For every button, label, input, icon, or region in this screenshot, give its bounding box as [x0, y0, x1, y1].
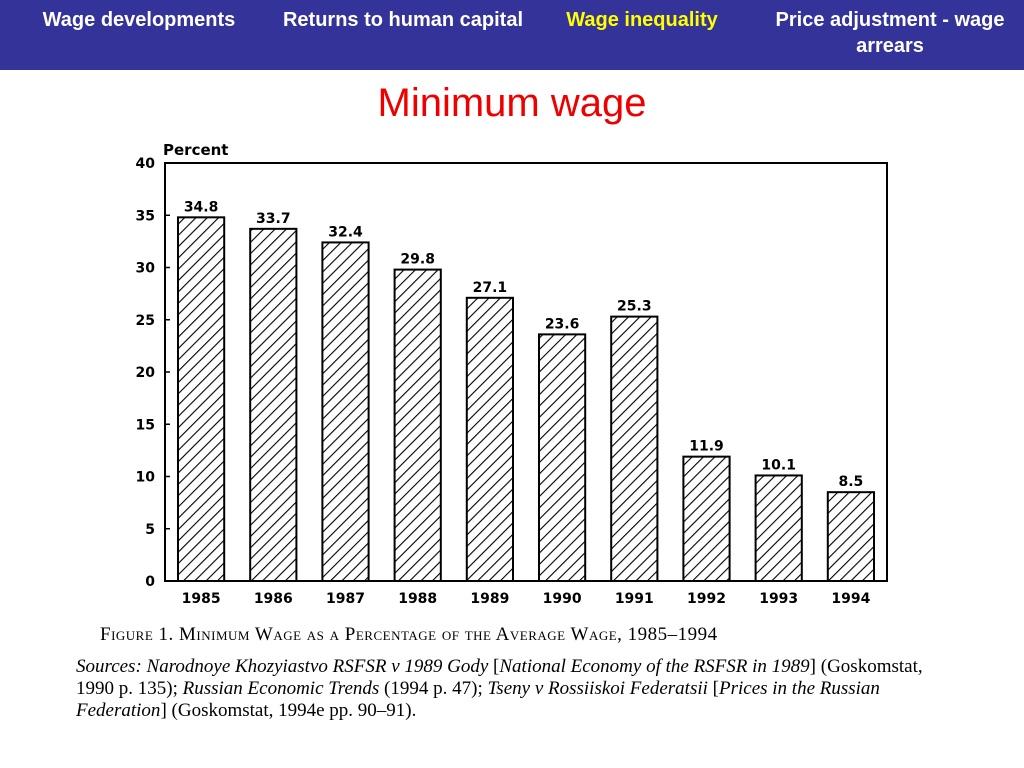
- data-label-1991: 25.3: [617, 299, 652, 315]
- data-label-1994: 8.5: [838, 474, 863, 490]
- bar-1992: [682, 455, 731, 582]
- sources-part-1: Sources: Narodnoye Khozyiastvo RSFSR v 1…: [76, 656, 494, 677]
- y-tick-label: 40: [136, 156, 156, 172]
- y-tick-label: 0: [145, 574, 155, 590]
- x-tick-label-1990: 1990: [543, 591, 582, 607]
- sources-part-10: ] (Goskomstat, 1994e pp. 90–91).: [160, 700, 417, 721]
- slide-title: Minimum wage: [377, 81, 647, 125]
- top-navigation-bar: Wage developments Returns to human capit…: [0, 0, 1024, 70]
- data-label-1993: 10.1: [761, 457, 796, 473]
- y-tick-label: 30: [136, 261, 156, 277]
- sources-part-3: National Economy of the RSFSR in 1989: [499, 656, 810, 677]
- y-tick-label: 35: [136, 208, 155, 224]
- x-tick-label-1991: 1991: [615, 591, 654, 607]
- x-tick-label-1986: 1986: [254, 591, 293, 607]
- x-tick-label-1993: 1993: [759, 591, 798, 607]
- figure-sources: Sources: Narodnoye Khozyiastvo RSFSR v 1…: [76, 656, 956, 722]
- y-tick-label: 15: [136, 417, 155, 433]
- bar-1988: [393, 268, 442, 582]
- sources-part-9: Prices in the Russian Federation: [76, 678, 880, 721]
- bar-1990: [537, 333, 587, 582]
- sources-part-6: (1994 p. 47);: [379, 678, 488, 699]
- x-tick-label-1988: 1988: [398, 591, 437, 607]
- data-label-1986: 33.7: [256, 211, 291, 227]
- figure-caption: Figure 1. Minimum Wage as a Percentage o…: [100, 624, 718, 645]
- nav-item-price-adjustment[interactable]: Price adjustment - wage arrears: [775, 9, 1005, 57]
- data-label-1988: 29.8: [400, 252, 435, 268]
- x-tick-label-1989: 1989: [470, 591, 509, 607]
- y-axis-label: Percent: [163, 141, 228, 159]
- sources-part-2: [: [493, 656, 500, 677]
- x-tick-label-1985: 1985: [182, 591, 221, 607]
- y-tick-label: 5: [145, 522, 155, 538]
- y-tick-label: 20: [136, 365, 156, 381]
- sources-part-4: ] (Goskomstat, 1990 p. 135);: [76, 656, 923, 699]
- x-tick-label-1994: 1994: [831, 591, 870, 607]
- bar-1994: [826, 491, 876, 582]
- data-label-1989: 27.1: [473, 280, 508, 296]
- bar-1985: [176, 216, 226, 582]
- data-label-1992: 11.9: [689, 439, 724, 455]
- data-label-1990: 23.6: [545, 316, 580, 332]
- nav-item-wage-inequality[interactable]: Wage inequality: [566, 9, 718, 31]
- y-tick-label: 10: [136, 470, 156, 486]
- bar-1993: [754, 474, 803, 582]
- x-tick-label-1992: 1992: [687, 591, 726, 607]
- minimum-wage-bar-chart: Percent 0 5 10 15 20 25 30 35 40 34.8 33.7 32.4 29.…: [136, 141, 888, 607]
- bar-1991: [610, 315, 659, 583]
- bar-1987: [321, 241, 370, 582]
- x-tick-label-1987: 1987: [326, 591, 365, 607]
- sources-part-7: Tseny v Rossiiskoi Federatsii: [487, 678, 713, 699]
- sources-part-5: Russian Economic Trends: [182, 678, 380, 699]
- data-label-1985: 34.8: [184, 199, 219, 215]
- y-tick-label: 25: [136, 313, 155, 329]
- data-label-1987: 32.4: [328, 224, 363, 240]
- sources-part-8: [: [712, 678, 719, 699]
- nav-item-returns-to-human-capital[interactable]: Returns to human capital: [282, 9, 524, 31]
- bar-1989: [465, 296, 515, 582]
- nav-item-wage-developments[interactable]: Wage developments: [42, 9, 236, 31]
- bar-1986: [249, 227, 298, 583]
